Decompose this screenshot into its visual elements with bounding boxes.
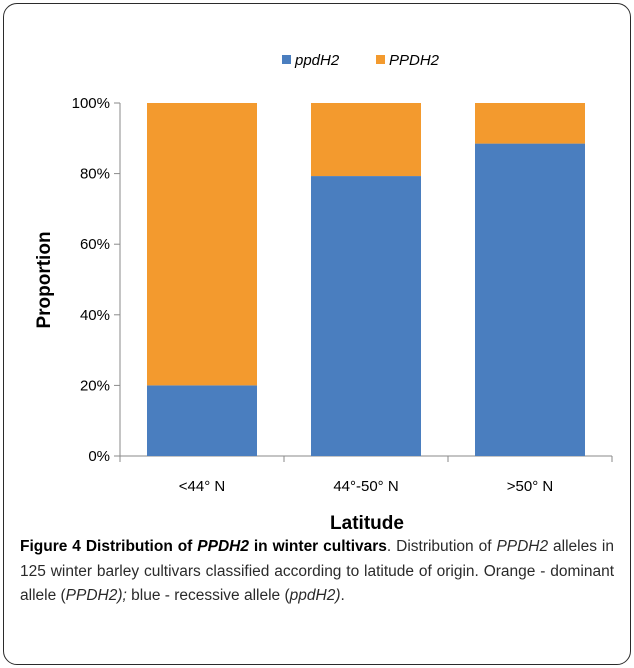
caption-title-gene: PPDH2 xyxy=(197,538,249,555)
caption-text: alleles in 125 winter barley cultivars c… xyxy=(20,538,614,604)
y-tick-label: 40% xyxy=(80,307,110,324)
legend: ppdH2 PPDH2 xyxy=(282,52,440,69)
y-tick-label: 80% xyxy=(80,166,110,183)
bar-PPDH2 xyxy=(475,103,585,144)
caption-text: . xyxy=(340,587,345,604)
caption-title-part: Figure 4 Distribution of xyxy=(20,538,198,555)
x-tick-label: 44°-50° N xyxy=(333,478,398,495)
x-tick-label: <44° N xyxy=(179,478,225,495)
caption-text: blue - recessive allele ( xyxy=(126,587,290,604)
caption-gene: PPDH2); xyxy=(65,587,127,604)
y-tick-label: 100% xyxy=(72,95,110,112)
bar-ppdH2 xyxy=(475,143,585,456)
x-axis-title: Latitude xyxy=(330,513,404,530)
caption-title-part: in winter cultivars xyxy=(248,538,387,555)
caption-title: Figure 4 Distribution of PPDH2 in winter… xyxy=(20,538,387,555)
legend-label-ppdH2: ppdH2 xyxy=(294,52,340,69)
y-tick-label: 20% xyxy=(80,377,110,394)
figure-caption: Figure 4 Distribution of PPDH2 in winter… xyxy=(20,535,614,609)
bar-ppdH2 xyxy=(147,385,257,456)
legend-label-PPDH2: PPDH2 xyxy=(389,52,440,69)
bar-PPDH2 xyxy=(147,103,257,386)
y-tick-label: 0% xyxy=(88,448,110,465)
legend-swatch-PPDH2 xyxy=(376,55,385,64)
plot-area: 0% 20% 40% 60% 80% 100% <44° N 44°-50° N >50° N xyxy=(72,95,613,495)
bar-PPDH2 xyxy=(311,103,421,177)
caption-gene: ppdH2) xyxy=(289,587,341,604)
y-axis-title: Proportion xyxy=(34,231,55,328)
stacked-bar-chart: ppdH2 PPDH2 0% 20% 40% 60% 80% 100% <44° N 44°-… xyxy=(34,52,613,530)
y-tick-label: 60% xyxy=(80,236,110,253)
bar-ppdH2 xyxy=(311,176,421,457)
x-tick-label: >50° N xyxy=(507,478,553,495)
legend-swatch-ppdH2 xyxy=(282,55,291,64)
caption-text: . Distribution of xyxy=(386,538,497,555)
caption-gene: PPDH2 xyxy=(496,538,549,555)
